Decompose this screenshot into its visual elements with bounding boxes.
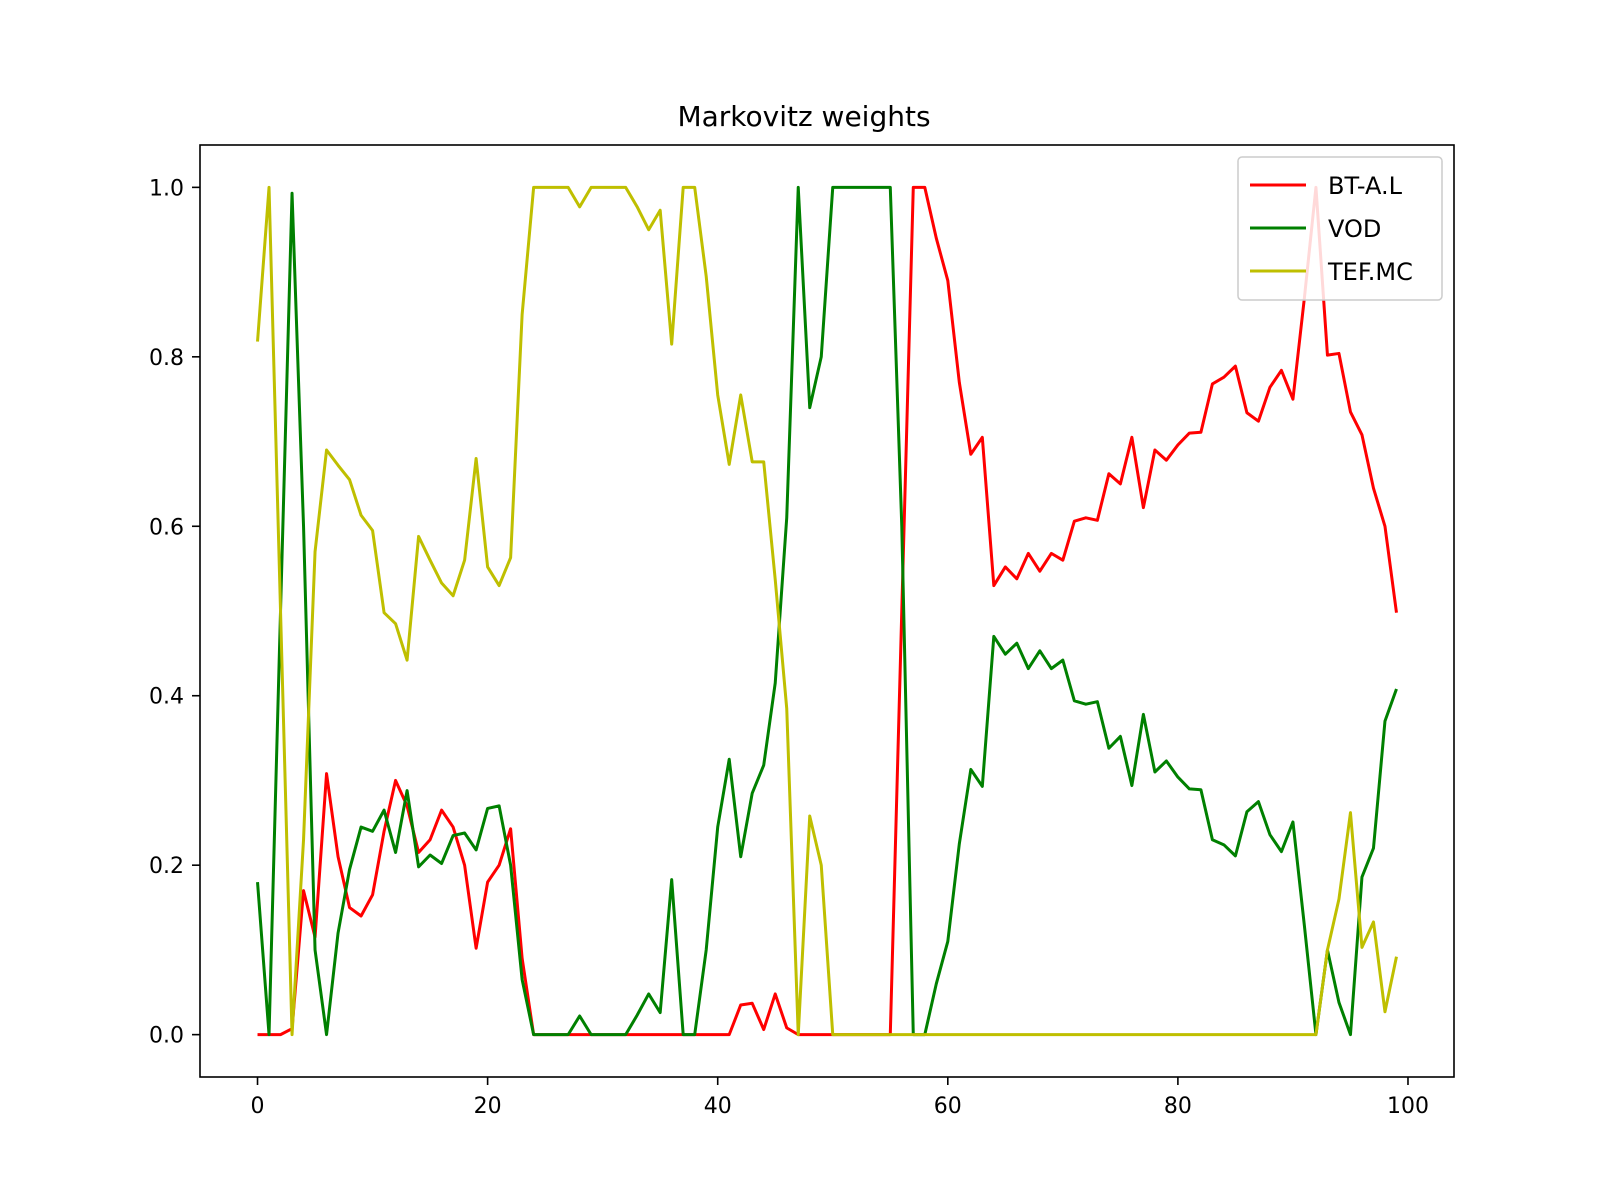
- x-tick-label: 60: [934, 1094, 962, 1119]
- series-layer: [256, 185, 1398, 1037]
- y-tick-label: 1.0: [149, 176, 184, 201]
- series-line-vod: [256, 185, 1398, 1037]
- series-line-bt-a-l: [257, 185, 1398, 1037]
- x-tick-label: 40: [704, 1094, 732, 1119]
- x-tick-label: 100: [1387, 1094, 1429, 1119]
- legend-label-tef-mc: TEF.MC: [1327, 258, 1413, 286]
- legend-label-vod: VOD: [1328, 215, 1381, 243]
- legend-label-bt-a-l: BT-A.L: [1328, 172, 1403, 200]
- legend-box: [1237, 156, 1443, 301]
- y-tick-label: 0.2: [149, 854, 184, 879]
- series-line-tef-mc: [256, 185, 1398, 1037]
- plot-frame: [199, 144, 1455, 1078]
- chart-title: Markovitz weights: [677, 100, 930, 133]
- y-tick-label: 0.8: [149, 346, 184, 371]
- x-tick-label: 80: [1164, 1094, 1192, 1119]
- axes-layer: 0 20 40 60 80 100 0.0 0.2 0.4 0.6 0.8 1.0: [149, 144, 1455, 1119]
- legend: BT-A.L VOD TEF.MC: [1237, 156, 1443, 301]
- y-tick-label: 0.6: [149, 515, 184, 540]
- y-tick-label: 0.0: [149, 1024, 184, 1049]
- y-tick-label: 0.4: [149, 685, 184, 710]
- x-tick-label: 20: [474, 1094, 502, 1119]
- x-tick-label: 0: [251, 1094, 265, 1119]
